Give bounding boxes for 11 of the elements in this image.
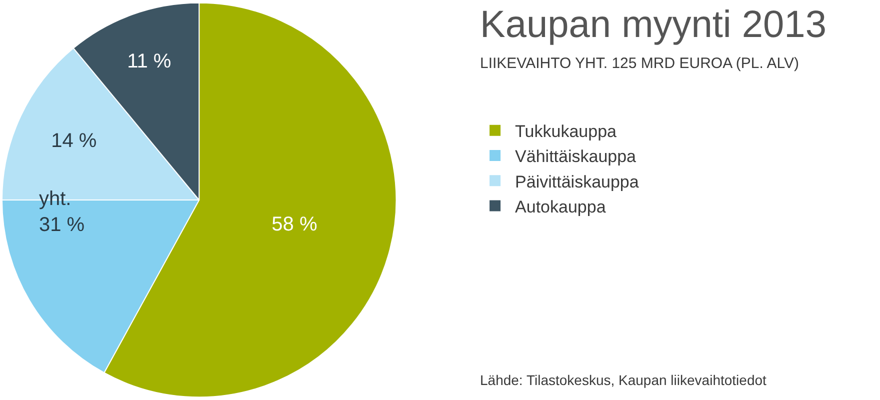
data-label: 58 %	[272, 214, 318, 236]
text: yht. 31 %	[39, 188, 85, 236]
chart-title: Kaupan myynti 2013	[480, 4, 826, 46]
data-label: 11 %	[127, 50, 172, 72]
legend-label: Päivittäiskauppa	[515, 172, 640, 192]
legend-label: Tukkukauppa	[515, 122, 618, 142]
text: Lähde: Tilastokeskus, Kaupan liikevaihtotiedot	[480, 372, 767, 388]
legend-label: Autokauppa	[515, 197, 606, 216]
legend-label: Vähittäiskauppa	[515, 147, 637, 166]
text: LIIKEVAIHTO YHT. 125 MRD EUROA (PL. ALV)	[480, 55, 800, 72]
data-label: 14 %	[51, 130, 97, 152]
